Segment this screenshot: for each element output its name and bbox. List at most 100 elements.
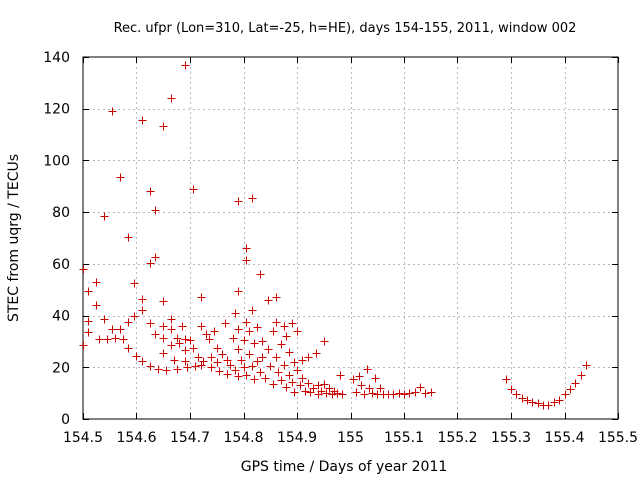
y-tick-label: 100 xyxy=(43,153,70,169)
data-point xyxy=(389,390,398,399)
data-point xyxy=(317,387,326,396)
data-point xyxy=(293,327,302,336)
y-tick-label: 40 xyxy=(52,309,70,325)
data-point xyxy=(561,390,570,399)
data-point xyxy=(197,322,206,331)
x-tick-label: 155.2 xyxy=(437,430,477,446)
y-tick-label: 120 xyxy=(43,102,70,118)
data-point xyxy=(100,212,109,221)
data-point xyxy=(395,389,404,398)
x-tick-label: 155.3 xyxy=(491,430,531,446)
data-point xyxy=(124,344,133,353)
data-point xyxy=(298,356,307,365)
data-point xyxy=(146,259,155,268)
data-point xyxy=(242,371,251,380)
x-tick-label: 155.5 xyxy=(598,430,638,446)
data-point xyxy=(79,341,88,350)
data-point xyxy=(234,197,243,206)
data-point xyxy=(248,306,257,315)
data-point xyxy=(290,358,299,367)
data-point xyxy=(84,287,93,296)
data-point xyxy=(272,293,281,302)
data-point xyxy=(355,372,364,381)
data-point xyxy=(405,389,414,398)
data-point xyxy=(421,389,430,398)
data-point xyxy=(272,353,281,362)
data-point xyxy=(213,344,222,353)
data-point xyxy=(116,325,125,334)
data-point xyxy=(296,381,305,390)
data-point xyxy=(189,185,198,194)
data-point xyxy=(266,362,275,371)
data-point xyxy=(234,287,243,296)
x-tick-label: 155.1 xyxy=(384,430,424,446)
data-point xyxy=(116,173,125,182)
data-point xyxy=(191,362,200,371)
data-point xyxy=(221,319,230,328)
data-point xyxy=(550,398,559,407)
data-point xyxy=(197,293,206,302)
data-point xyxy=(197,361,206,370)
x-tick-label: 154.9 xyxy=(277,430,317,446)
data-point xyxy=(248,194,257,203)
data-point xyxy=(205,335,214,344)
data-point xyxy=(181,357,190,366)
data-point xyxy=(167,94,176,103)
data-point xyxy=(314,381,323,390)
plot-frame xyxy=(82,56,619,420)
data-point xyxy=(132,352,141,361)
data-point xyxy=(231,309,240,318)
y-tick-label: 20 xyxy=(52,360,70,376)
data-point xyxy=(111,334,120,343)
data-point xyxy=(336,371,345,380)
data-point xyxy=(274,368,283,377)
data-point xyxy=(523,396,532,405)
data-point xyxy=(301,387,310,396)
data-point xyxy=(223,356,232,365)
data-point xyxy=(253,323,262,332)
data-point xyxy=(258,353,267,362)
data-point xyxy=(215,367,224,376)
data-point xyxy=(242,318,251,327)
data-point xyxy=(264,345,273,354)
data-point xyxy=(282,332,291,341)
data-point xyxy=(376,384,385,393)
data-point xyxy=(108,107,117,116)
data-point xyxy=(92,278,101,287)
data-point xyxy=(103,335,112,344)
data-point xyxy=(512,390,521,399)
data-point xyxy=(170,356,179,365)
data-point xyxy=(518,394,527,403)
data-point xyxy=(167,315,176,324)
data-point xyxy=(264,296,273,305)
data-point xyxy=(368,389,377,398)
data-point xyxy=(400,390,409,399)
y-tick-label: 60 xyxy=(52,257,70,273)
data-point xyxy=(226,361,235,370)
data-point xyxy=(304,379,313,388)
data-point xyxy=(285,348,294,357)
data-point xyxy=(360,390,369,399)
data-point xyxy=(167,341,176,350)
data-point xyxy=(151,206,160,215)
data-point xyxy=(416,383,425,392)
data-point xyxy=(571,379,580,388)
data-point xyxy=(245,327,254,336)
x-tick-label: 154.5 xyxy=(63,430,103,446)
data-point xyxy=(162,366,171,375)
data-point xyxy=(269,380,278,389)
data-point xyxy=(234,325,243,334)
data-point xyxy=(175,339,184,348)
data-point xyxy=(181,335,190,344)
data-point xyxy=(577,371,586,380)
data-point xyxy=(159,122,168,131)
data-point xyxy=(250,339,259,348)
data-point xyxy=(138,116,147,125)
data-point xyxy=(357,381,366,390)
data-point xyxy=(349,375,358,384)
data-point xyxy=(261,374,270,383)
data-point xyxy=(178,322,187,331)
data-point xyxy=(194,353,203,362)
data-point xyxy=(365,384,374,393)
